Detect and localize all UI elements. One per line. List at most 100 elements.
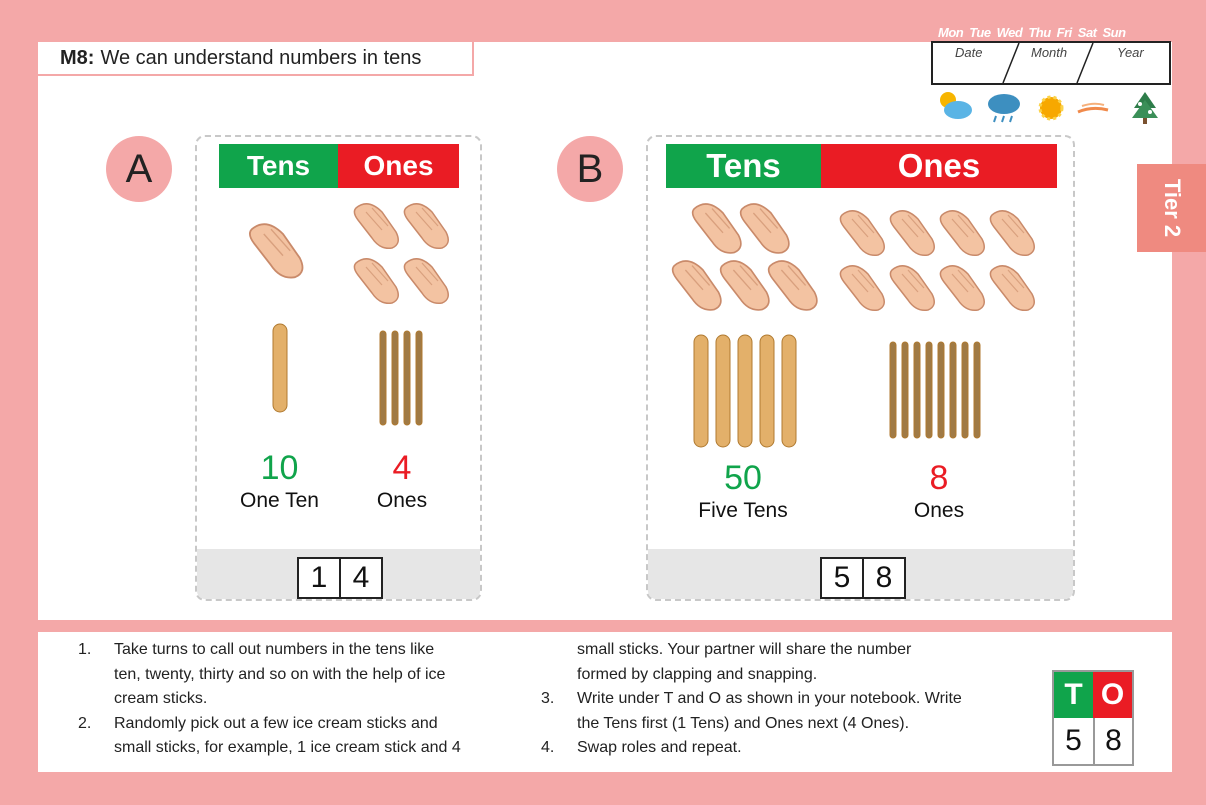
weather-row xyxy=(932,88,1172,128)
section-b-letter: B xyxy=(576,146,604,191)
section-a-tens-value: 10 xyxy=(260,449,299,487)
ice-cream-stick xyxy=(693,334,709,448)
small-stick xyxy=(901,341,909,439)
clap-hands-icon xyxy=(739,203,790,254)
lesson-code: M8: xyxy=(60,46,95,69)
small-stick xyxy=(403,330,411,426)
snap-hand-icon xyxy=(939,210,985,257)
section-b-ones-digit: 8 xyxy=(862,559,904,597)
small-stick xyxy=(949,341,957,439)
section-a-letter: A xyxy=(125,146,153,191)
snap-hand-icon xyxy=(989,210,1035,257)
section-a-manipulatives xyxy=(248,203,449,426)
section-a-tens-caption: One Ten xyxy=(239,489,319,512)
section-b-tens-caption: Five Tens xyxy=(698,499,788,522)
step-2-line-4: formed by clapping and snapping. xyxy=(577,665,818,683)
ice-cream-stick xyxy=(272,323,288,413)
step-3-line-2: the Tens first (1 Tens) and Ones next (4… xyxy=(577,714,910,732)
section-b-card: Tens Ones 50 Five Tens 8 Ones 5 8 xyxy=(646,135,1075,601)
small-stick xyxy=(889,341,897,439)
month-label: Month xyxy=(1031,45,1068,60)
day-sun: Sun xyxy=(1102,25,1127,40)
snap-hand-icon xyxy=(839,265,885,312)
step-2-line-3: small sticks. Your partner will share th… xyxy=(577,641,912,658)
instructions-column-2: small sticks. Your partner will share th… xyxy=(541,638,1041,768)
snap-hand-icon xyxy=(839,210,885,257)
section-b-digit-boxes: 5 8 xyxy=(820,557,906,599)
section-a-ones-value: 4 xyxy=(392,449,412,487)
day-sat: Sat xyxy=(1077,25,1097,40)
date-box: Date Month Year xyxy=(931,41,1171,85)
small-stick xyxy=(379,330,387,426)
ice-cream-stick xyxy=(737,334,753,448)
ice-cream-stick xyxy=(781,334,797,448)
clap-hands-icon xyxy=(248,223,304,279)
section-b-tens-digit: 5 xyxy=(833,561,851,594)
ice-cream-stick xyxy=(759,334,775,448)
step-2-number: 2. xyxy=(78,714,92,732)
section-a-ones-header: Ones xyxy=(338,144,459,188)
day-thu: Thu xyxy=(1028,25,1051,40)
lesson-title-text: We can understand numbers in tens xyxy=(100,46,422,69)
rain-cloud-icon xyxy=(988,94,1020,123)
lesson-title: M8: We can understand numbers in tens xyxy=(38,42,474,76)
snap-hand-icon xyxy=(889,210,935,257)
day-wed: Wed xyxy=(996,25,1023,40)
snap-hand-icon xyxy=(353,258,399,305)
snap-hand-icon xyxy=(353,203,399,250)
partly-sunny-icon xyxy=(940,92,972,119)
tier-tab: Tier 2 xyxy=(1137,164,1206,252)
clap-hands-icon xyxy=(691,203,742,254)
step-1-line-2: ten, twenty, thirty and so on with the h… xyxy=(114,665,446,683)
clap-hands-icon xyxy=(671,260,722,311)
step-4-line-1: Swap roles and repeat. xyxy=(577,739,742,756)
instructions-column-1: 1. Take turns to call out numbers in the… xyxy=(78,638,528,768)
section-a-tens-digit: 1 xyxy=(310,561,328,594)
small-stick xyxy=(937,341,945,439)
section-a-digit-boxes: 1 4 xyxy=(297,557,383,599)
section-a-ones-digit: 4 xyxy=(339,559,381,597)
small-stick xyxy=(961,341,969,439)
section-b-ones-value: 8 xyxy=(929,459,949,497)
clap-hands-icon xyxy=(719,260,770,311)
section-a-tens-header: Tens xyxy=(219,144,338,188)
tier-label: Tier 2 xyxy=(1159,178,1185,238)
weekday-row: Mon Tue Wed Thu Fri Sat Sun xyxy=(938,25,1168,40)
to-tens-header: T xyxy=(1054,672,1093,718)
snap-hand-icon xyxy=(403,258,449,305)
section-a-badge: A xyxy=(106,136,172,202)
snap-hand-icon xyxy=(889,265,935,312)
section-b-manipulatives xyxy=(671,203,1035,448)
ice-cream-stick xyxy=(715,334,731,448)
small-stick xyxy=(925,341,933,439)
clap-hands-icon xyxy=(767,260,818,311)
step-3-number: 3. xyxy=(541,690,555,707)
year-label: Year xyxy=(1117,45,1144,60)
snap-hand-icon xyxy=(939,265,985,312)
section-a-card: Tens Ones 10 One Ten 4 Ones 1 4 xyxy=(195,135,482,601)
section-b-tens-value: 50 xyxy=(724,459,762,497)
section-a-ones-caption: Ones xyxy=(376,489,428,512)
date-dividers xyxy=(1002,43,1094,83)
to-tens-digit: 5 xyxy=(1054,718,1093,764)
step-1-number: 1. xyxy=(78,641,92,658)
small-stick xyxy=(973,341,981,439)
wind-icon xyxy=(1077,102,1109,114)
small-stick xyxy=(415,330,423,426)
day-tue: Tue xyxy=(969,25,991,40)
small-stick xyxy=(913,341,921,439)
step-1-line-3: cream sticks. xyxy=(114,690,208,707)
section-b-badge: B xyxy=(557,136,623,202)
sun-icon xyxy=(1038,95,1064,121)
section-b-ones-header: Ones xyxy=(821,144,1057,188)
day-mon: Mon xyxy=(938,25,964,40)
step-2-line-1: Randomly pick out a few ice cream sticks… xyxy=(114,714,438,732)
step-4-number: 4. xyxy=(541,739,555,756)
instructions-panel xyxy=(38,632,1172,772)
snap-hand-icon xyxy=(403,203,449,250)
snap-hand-icon xyxy=(989,265,1035,312)
to-ones-digit: 8 xyxy=(1093,718,1132,764)
to-ones-header: O xyxy=(1093,672,1132,718)
step-1-line-1: Take turns to call out numbers in the te… xyxy=(114,641,435,658)
snowy-tree-icon xyxy=(1132,92,1158,124)
